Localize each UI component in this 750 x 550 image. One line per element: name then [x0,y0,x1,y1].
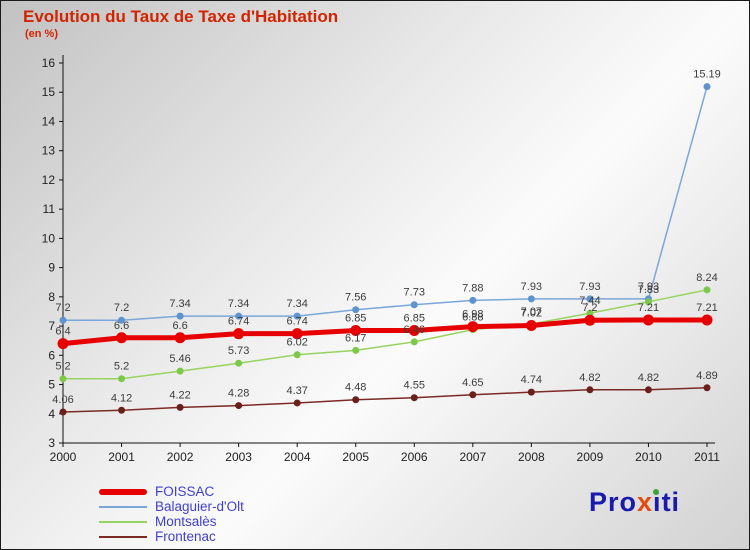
svg-text:7.73: 7.73 [404,287,425,299]
svg-text:2007: 2007 [459,450,486,464]
svg-text:4.89: 4.89 [696,370,717,382]
svg-text:2006: 2006 [401,450,428,464]
legend-swatch-foissac [99,489,147,495]
svg-text:14: 14 [42,114,56,128]
svg-text:7.56: 7.56 [345,292,366,304]
logo-text-ti: ti [661,487,681,517]
svg-text:7.34: 7.34 [169,298,190,310]
svg-text:16: 16 [42,56,56,70]
legend-label-balaguier: Balaguier-d'Olt [155,499,244,514]
svg-text:11: 11 [43,202,56,216]
legend-label-montsales: Montsalès [155,514,217,529]
svg-text:3: 3 [48,436,55,450]
svg-text:2003: 2003 [225,450,252,464]
svg-text:7.07: 7.07 [521,306,542,318]
svg-text:6.4: 6.4 [55,326,70,338]
svg-text:8.24: 8.24 [696,272,717,284]
logo-text-i-green-dot: i [653,487,662,517]
svg-text:7.2: 7.2 [114,302,129,314]
svg-text:2011: 2011 [694,450,720,464]
svg-text:7.93: 7.93 [521,281,542,293]
page-title: Evolution du Taux de Taxe d'Habitation [23,7,339,26]
legend-label-foissac: FOISSAC [155,484,215,499]
svg-text:2000: 2000 [50,450,77,464]
svg-text:7.93: 7.93 [638,281,659,293]
legend-item-foissac: FOISSAC [99,485,244,499]
svg-text:4.06: 4.06 [52,394,73,406]
proxiti-logo: Proxiti [589,487,680,518]
svg-text:6: 6 [48,348,55,362]
svg-text:6.85: 6.85 [404,312,425,324]
svg-text:6.6: 6.6 [114,320,129,332]
svg-text:10: 10 [42,231,56,245]
svg-text:12: 12 [42,173,56,187]
svg-text:5.2: 5.2 [114,361,129,373]
svg-text:15: 15 [42,85,56,99]
svg-text:4.55: 4.55 [404,380,425,392]
svg-text:2010: 2010 [635,450,662,464]
svg-text:7.34: 7.34 [286,298,307,310]
svg-text:7.21: 7.21 [696,302,717,314]
svg-text:2004: 2004 [284,450,311,464]
svg-text:5: 5 [48,378,55,392]
svg-text:4.48: 4.48 [345,382,366,394]
svg-text:4.28: 4.28 [228,388,249,400]
svg-text:7: 7 [48,319,55,333]
svg-text:7.44: 7.44 [579,295,600,307]
svg-text:7.34: 7.34 [228,298,249,310]
svg-text:2005: 2005 [342,450,369,464]
svg-text:4.65: 4.65 [462,377,483,389]
svg-text:5.2: 5.2 [55,361,70,373]
svg-text:6.85: 6.85 [345,312,366,324]
legend-item-montsales: Montsalès [99,515,244,529]
svg-text:7.2: 7.2 [582,302,597,314]
svg-text:7.02: 7.02 [521,307,542,319]
svg-text:4.37: 4.37 [286,385,307,397]
svg-text:2001: 2001 [108,450,135,464]
svg-text:5.73: 5.73 [228,345,249,357]
legend-label-frontenac: Frontenac [155,529,216,544]
svg-text:7.93: 7.93 [579,281,600,293]
svg-text:8: 8 [48,290,55,304]
svg-text:4.22: 4.22 [169,389,190,401]
svg-text:6.02: 6.02 [286,337,307,349]
svg-text:2002: 2002 [167,450,194,464]
svg-text:6.17: 6.17 [345,332,366,344]
svg-text:9: 9 [48,261,55,275]
svg-text:4.82: 4.82 [579,372,600,384]
svg-text:2008: 2008 [518,450,545,464]
svg-text:4.12: 4.12 [111,392,132,404]
svg-text:6.46: 6.46 [404,324,425,336]
svg-text:6.98: 6.98 [462,309,483,321]
svg-text:6.6: 6.6 [172,320,187,332]
legend-item-balaguier: Balaguier-d'Olt [99,500,244,514]
page-subtitle: (en %) [25,28,58,40]
legend-item-frontenac: Frontenac [99,530,244,544]
svg-text:7.21: 7.21 [638,302,659,314]
svg-text:7.2: 7.2 [55,302,70,314]
svg-text:6.74: 6.74 [228,316,249,328]
svg-text:4: 4 [48,407,55,421]
logo-text-x: x [637,487,654,517]
legend-swatch-balaguier [99,506,147,508]
legend-swatch-frontenac [99,536,147,538]
svg-text:7.88: 7.88 [462,282,483,294]
logo-text-pro: Pro [589,487,638,517]
svg-text:7.83: 7.83 [638,284,659,296]
svg-text:15.19: 15.19 [693,69,721,81]
legend-swatch-montsales [99,521,147,523]
svg-text:6.74: 6.74 [286,316,307,328]
svg-text:2009: 2009 [577,450,604,464]
svg-text:13: 13 [42,144,56,158]
line-chart: 3 4 5 6 7 8 9 10 11 12 13 14 15 16 2000 2001 2002 2003 200… [42,55,721,464]
svg-text:4.74: 4.74 [521,374,542,386]
svg-text:5.46: 5.46 [169,353,190,365]
svg-text:4.82: 4.82 [638,372,659,384]
svg-text:6.88: 6.88 [462,312,483,324]
chart-legend: FOISSAC Balaguier-d'Olt Montsalès Fronte… [99,485,244,544]
